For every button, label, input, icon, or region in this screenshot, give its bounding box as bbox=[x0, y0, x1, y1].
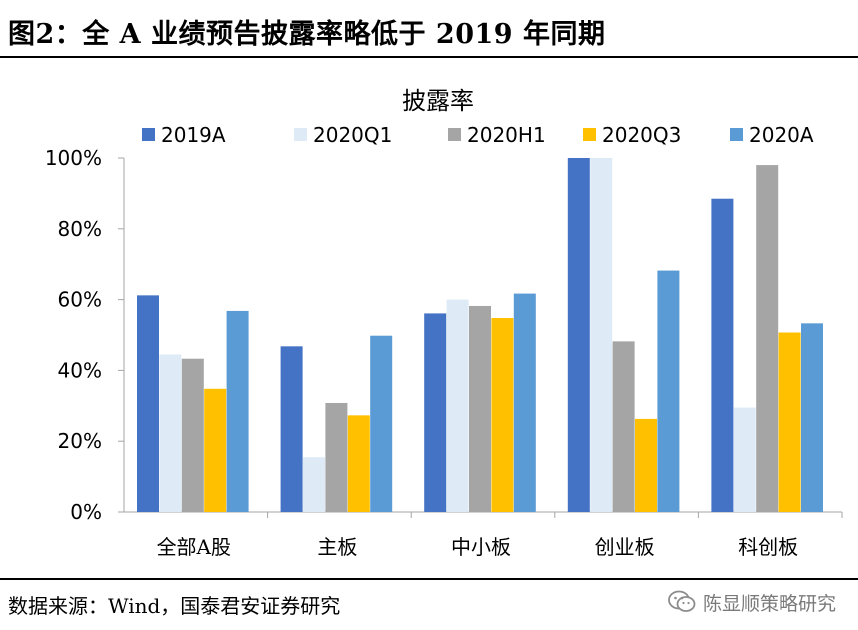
x-tick-label: 中小板 bbox=[451, 535, 511, 559]
legend-swatch-2020q3 bbox=[583, 128, 596, 141]
legend-swatch-2020q1 bbox=[294, 128, 307, 141]
legend-label-2020h1: 2020H1 bbox=[467, 123, 546, 147]
bar-2020a-1 bbox=[370, 335, 393, 512]
bar-2020a-4 bbox=[801, 323, 823, 512]
figure-title: 图2：全 A 业绩预告披露率略低于 2019 年同期 bbox=[8, 19, 606, 50]
legend-label-2020a: 2020A bbox=[749, 123, 814, 147]
watermark-text: 陈显顺策略研究 bbox=[702, 592, 836, 615]
watermark: 陈显顺策略研究 bbox=[667, 586, 836, 618]
legend-swatch-2020a bbox=[730, 128, 743, 141]
chart-title: 披露率 bbox=[402, 87, 474, 115]
legend-swatch-2020h1 bbox=[448, 128, 461, 141]
figure-header: 图2：全 A 业绩预告披露率略低于 2019 年同期 bbox=[0, 0, 858, 58]
y-tick-label: 0% bbox=[70, 500, 102, 524]
bar-2020q1-1 bbox=[303, 457, 325, 512]
bar-2019a-3 bbox=[567, 158, 590, 512]
bar-2020h1-3 bbox=[612, 341, 635, 512]
y-tick-label: 40% bbox=[58, 358, 102, 382]
x-tick-label: 创业板 bbox=[595, 535, 655, 559]
legend-label-2020q1: 2020Q1 bbox=[313, 123, 392, 147]
bar-2020q3-3 bbox=[635, 418, 657, 512]
bar-2020a-3 bbox=[657, 270, 680, 512]
bar-2020h1-4 bbox=[756, 165, 779, 512]
bar-2020h1-1 bbox=[325, 402, 348, 512]
y-tick-label: 20% bbox=[58, 429, 102, 453]
legend-label-2019a: 2019A bbox=[161, 123, 226, 147]
bar-2020h1-2 bbox=[469, 305, 491, 512]
bar-chart: 披露率 2019A 2020Q1 2020H1 2020Q3 2020A 0% 20% 40% 6… bbox=[45, 87, 843, 559]
bar-2020q1-2 bbox=[446, 299, 469, 512]
bar-2020q3-0 bbox=[204, 388, 227, 512]
data-source-note: 数据来源：Wind，国泰君安证券研究 bbox=[8, 594, 341, 618]
y-tick-label: 80% bbox=[58, 217, 102, 241]
bar-2020a-0 bbox=[226, 310, 249, 512]
wechat-icon bbox=[668, 590, 696, 612]
bar-2020q3-1 bbox=[347, 415, 370, 512]
bar-2020q1-4 bbox=[733, 407, 756, 512]
bar-2020q1-3 bbox=[590, 158, 613, 512]
bar-2020q3-4 bbox=[778, 332, 801, 512]
bar-2020q1-0 bbox=[159, 354, 182, 512]
bar-2020a-2 bbox=[513, 293, 536, 512]
x-tick-label: 科创板 bbox=[738, 535, 798, 559]
legend-swatch-2019a bbox=[142, 128, 155, 141]
bar-2020h1-0 bbox=[181, 358, 204, 512]
y-tick-label: 60% bbox=[58, 288, 102, 312]
legend-label-2020q3: 2020Q3 bbox=[602, 123, 681, 147]
footer-divider bbox=[0, 578, 858, 580]
bar-2019a-4 bbox=[711, 198, 734, 512]
bar-2019a-1 bbox=[280, 346, 303, 512]
x-tick-label: 全部A股 bbox=[157, 535, 231, 559]
x-tick-label: 主板 bbox=[317, 535, 357, 559]
bar-2020q3-2 bbox=[491, 318, 514, 512]
y-tick-label: 100% bbox=[45, 146, 102, 170]
bar-2019a-2 bbox=[424, 313, 447, 512]
bar-2019a-0 bbox=[137, 295, 159, 512]
